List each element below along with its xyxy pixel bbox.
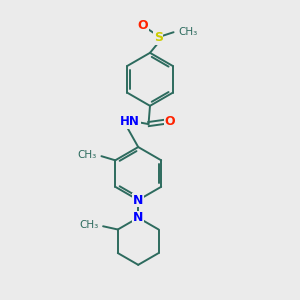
Text: CH₃: CH₃ — [178, 27, 197, 37]
Text: S: S — [154, 31, 163, 44]
Text: N: N — [133, 211, 143, 224]
Text: N: N — [133, 194, 143, 207]
Text: O: O — [164, 115, 175, 128]
Text: O: O — [138, 19, 148, 32]
Text: CH₃: CH₃ — [80, 220, 99, 230]
Text: HN: HN — [120, 115, 140, 128]
Text: CH₃: CH₃ — [78, 150, 97, 160]
